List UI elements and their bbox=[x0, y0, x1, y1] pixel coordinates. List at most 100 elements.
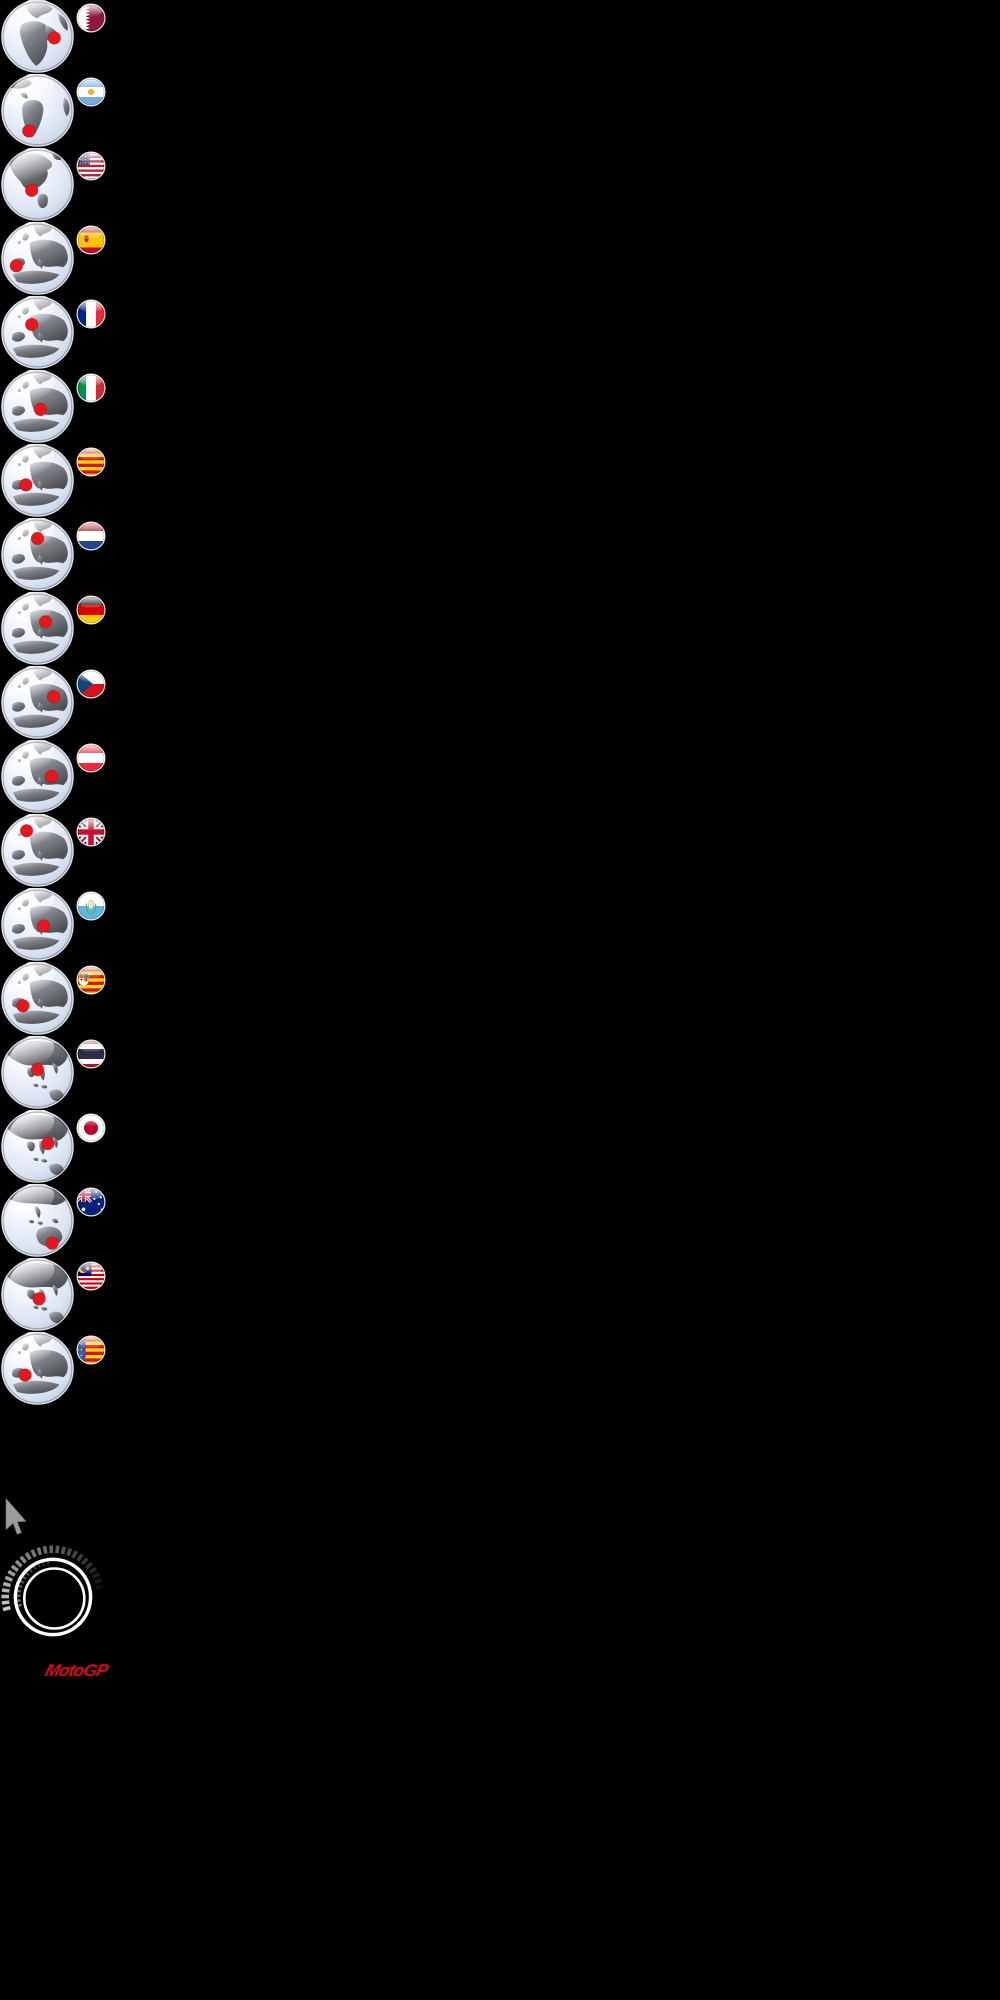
motogp-logo: MotoGP bbox=[42, 1661, 128, 1685]
location-dot bbox=[9, 259, 23, 273]
location-dot bbox=[47, 31, 61, 45]
calendar-row-aragon bbox=[0, 962, 110, 1036]
flag-graphic bbox=[76, 225, 106, 255]
globe-graphic bbox=[1, 444, 74, 517]
location-dot bbox=[33, 402, 48, 417]
globe-valencia-icon bbox=[1, 1332, 74, 1405]
calendar-row-thailand bbox=[0, 1036, 110, 1110]
globe-graphic bbox=[1, 1110, 74, 1183]
location-dot bbox=[18, 1368, 32, 1382]
argentina-flag-icon bbox=[76, 77, 106, 107]
austria-flag-icon bbox=[76, 743, 106, 773]
location-dot bbox=[19, 478, 33, 492]
calendar-row-qatar bbox=[0, 0, 110, 74]
france-flag-icon bbox=[76, 299, 106, 329]
calendar-row-argentina bbox=[0, 74, 110, 148]
san-marino-flag-icon bbox=[76, 891, 106, 921]
loading-spinner bbox=[0, 1537, 113, 1657]
calendar-row-catalonia bbox=[0, 444, 110, 518]
malaysia-flag-icon bbox=[76, 1261, 106, 1291]
globe-graphic bbox=[1, 74, 74, 147]
location-dot bbox=[25, 317, 39, 332]
flag-graphic bbox=[76, 299, 106, 329]
globe-australia-icon bbox=[1, 1184, 74, 1257]
location-dot bbox=[30, 1062, 45, 1077]
globe-usa-icon bbox=[1, 148, 74, 221]
great-britain-flag-icon bbox=[76, 817, 106, 847]
calendar-row-valencia bbox=[0, 1332, 110, 1406]
globe-graphic bbox=[1, 296, 74, 369]
globe-thailand-icon bbox=[1, 1036, 74, 1109]
mouse-cursor-icon bbox=[4, 1497, 28, 1538]
flag-graphic bbox=[76, 151, 106, 181]
globe-aragon-icon bbox=[1, 962, 74, 1035]
flag-graphic bbox=[76, 1113, 106, 1143]
flag-graphic bbox=[76, 1261, 106, 1291]
calendar-row-netherlands bbox=[0, 518, 110, 592]
globe-graphic bbox=[1, 1258, 74, 1331]
globe-san-marino-icon bbox=[1, 888, 74, 961]
calendar-row-italy bbox=[0, 370, 110, 444]
location-dot bbox=[41, 1136, 55, 1151]
location-dot bbox=[19, 824, 34, 838]
calendar-row-japan bbox=[0, 1110, 110, 1184]
flag-graphic bbox=[76, 891, 106, 921]
location-dot bbox=[45, 1236, 59, 1250]
flag-graphic bbox=[76, 1335, 106, 1365]
globe-graphic bbox=[1, 666, 74, 739]
calendar-row-germany bbox=[0, 592, 110, 666]
flag-graphic bbox=[76, 3, 106, 33]
globe-italy-icon bbox=[1, 370, 74, 443]
flag-graphic bbox=[76, 817, 106, 847]
globe-graphic bbox=[1, 740, 74, 813]
globe-japan-icon bbox=[1, 1110, 74, 1183]
cursor-arrow bbox=[5, 1497, 27, 1535]
calendar-row-austria bbox=[0, 740, 110, 814]
location-dot bbox=[25, 183, 39, 197]
globe-czech-republic-icon bbox=[1, 666, 74, 739]
globe-graphic bbox=[1, 1184, 74, 1257]
czech-republic-flag-icon bbox=[76, 669, 106, 699]
flag-graphic bbox=[76, 1187, 106, 1217]
globe-great-britain-icon bbox=[1, 814, 74, 887]
globe-graphic bbox=[1, 148, 74, 221]
globe-graphic bbox=[1, 1332, 74, 1405]
calendar-row-san-marino bbox=[0, 888, 110, 962]
motogp-logo-text: MotoGP bbox=[43, 1661, 110, 1680]
location-dot bbox=[30, 531, 45, 546]
spain-flag-icon bbox=[76, 225, 106, 255]
flag-graphic bbox=[76, 521, 106, 551]
calendar-row-great-britain bbox=[0, 814, 110, 888]
valencia-flag-icon bbox=[76, 1335, 106, 1365]
globe-graphic bbox=[1, 962, 74, 1035]
flag-graphic bbox=[76, 447, 106, 477]
flag-graphic bbox=[76, 77, 106, 107]
usa-flag-icon bbox=[76, 151, 106, 181]
japan-flag-icon bbox=[76, 1113, 106, 1143]
location-dot bbox=[44, 769, 59, 784]
globe-graphic bbox=[1, 370, 74, 443]
globe-france-icon bbox=[1, 296, 74, 369]
globe-malaysia-icon bbox=[1, 1258, 74, 1331]
location-dot bbox=[36, 919, 50, 933]
globe-graphic bbox=[1, 518, 74, 591]
flag-graphic bbox=[76, 743, 106, 773]
globe-graphic bbox=[1, 1036, 74, 1109]
globe-germany-icon bbox=[1, 592, 74, 665]
flag-graphic bbox=[76, 1039, 106, 1069]
globe-catalonia-icon bbox=[1, 444, 74, 517]
flag-graphic bbox=[76, 965, 106, 995]
globe-graphic bbox=[1, 592, 74, 665]
calendar-row-usa bbox=[0, 148, 110, 222]
globe-spain-icon bbox=[1, 222, 74, 295]
location-dot bbox=[16, 999, 30, 1013]
globe-austria-icon bbox=[1, 740, 74, 813]
qatar-flag-icon bbox=[76, 3, 106, 33]
globe-argentina-icon bbox=[1, 74, 74, 147]
calendar-row-australia bbox=[0, 1184, 110, 1258]
aragon-flag-icon bbox=[76, 965, 106, 995]
flag-graphic bbox=[76, 373, 106, 403]
calendar-row-france bbox=[0, 296, 110, 370]
location-dot bbox=[46, 690, 61, 704]
